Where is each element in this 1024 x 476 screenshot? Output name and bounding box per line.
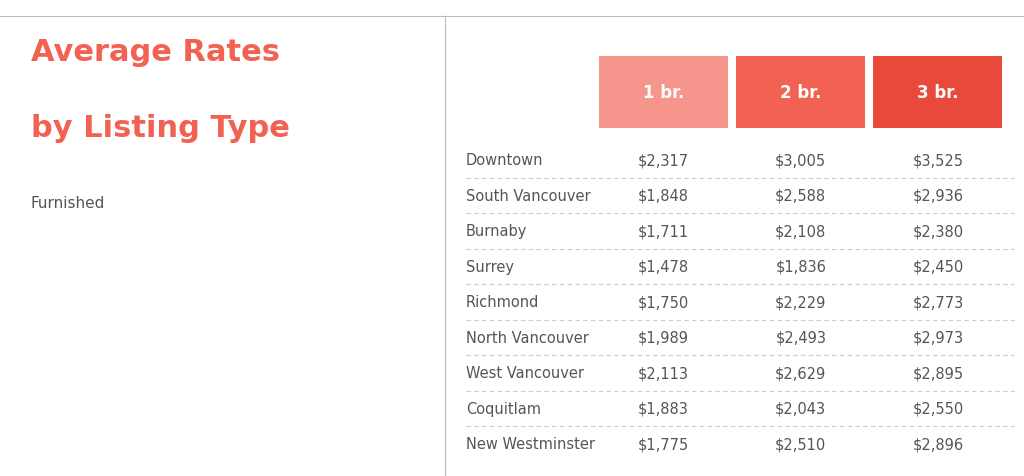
Text: Average Rates: Average Rates [31,38,280,67]
Text: $2,588: $2,588 [775,188,826,203]
FancyBboxPatch shape [873,57,1002,129]
Text: $2,629: $2,629 [775,366,826,381]
Text: West Vancouver: West Vancouver [466,366,584,381]
Text: $1,989: $1,989 [638,330,689,345]
Text: $2,773: $2,773 [912,295,964,310]
Text: Coquitlam: Coquitlam [466,401,541,416]
Text: $3,525: $3,525 [912,153,964,168]
Text: $1,848: $1,848 [638,188,689,203]
Text: $2,043: $2,043 [775,401,826,416]
Text: $2,229: $2,229 [775,295,826,310]
Text: 3 br.: 3 br. [918,84,958,102]
Text: $2,896: $2,896 [912,436,964,452]
FancyBboxPatch shape [599,57,728,129]
Text: $2,317: $2,317 [638,153,689,168]
Text: $1,750: $1,750 [638,295,689,310]
Text: $3,005: $3,005 [775,153,826,168]
Text: $2,936: $2,936 [912,188,964,203]
Text: New Westminster: New Westminster [466,436,595,452]
Text: $2,108: $2,108 [775,224,826,239]
Text: $1,711: $1,711 [638,224,689,239]
Text: by Listing Type: by Listing Type [31,114,290,143]
Text: $1,478: $1,478 [638,259,689,274]
Text: $2,380: $2,380 [912,224,964,239]
Text: $2,510: $2,510 [775,436,826,452]
Text: $2,895: $2,895 [912,366,964,381]
Text: Downtown: Downtown [466,153,544,168]
Text: $2,550: $2,550 [912,401,964,416]
FancyBboxPatch shape [736,57,865,129]
Text: South Vancouver: South Vancouver [466,188,591,203]
Text: $1,775: $1,775 [638,436,689,452]
Text: 2 br.: 2 br. [780,84,821,102]
Text: Burnaby: Burnaby [466,224,527,239]
Text: Richmond: Richmond [466,295,540,310]
Text: Surrey: Surrey [466,259,514,274]
Text: 1 br.: 1 br. [643,84,684,102]
Text: North Vancouver: North Vancouver [466,330,589,345]
Text: $2,450: $2,450 [912,259,964,274]
Text: $2,973: $2,973 [912,330,964,345]
Text: Furnished: Furnished [31,195,105,210]
Text: $2,493: $2,493 [775,330,826,345]
Text: $1,836: $1,836 [775,259,826,274]
Text: $1,883: $1,883 [638,401,689,416]
Text: $2,113: $2,113 [638,366,689,381]
